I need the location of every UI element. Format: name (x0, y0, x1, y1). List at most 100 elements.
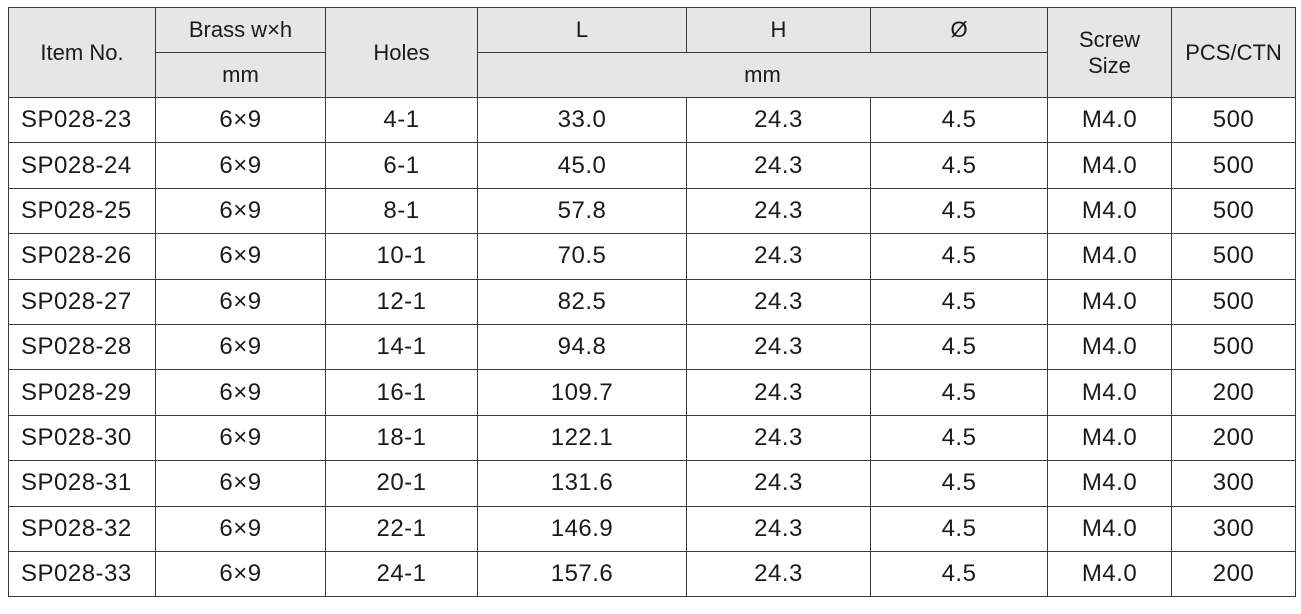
diameter-cell: 4.5 (870, 323, 1048, 371)
diameter-cell: 4.5 (870, 142, 1048, 189)
height-cell: 24.3 (686, 233, 871, 280)
item-no-cell: SP028-29 (8, 369, 156, 416)
diameter-cell: 4.5 (870, 187, 1048, 235)
screw-size-cell: M4.0 (1047, 414, 1172, 462)
holes-cell: 14-1 (325, 323, 478, 371)
table-row: SP028-25 6×9 8-1 57.8 24.3 4.5 M4.0 500 (8, 187, 1296, 235)
holes-cell: 8-1 (325, 187, 478, 235)
screw-size-cell: M4.0 (1047, 323, 1172, 371)
item-no-cell: SP028-31 (8, 460, 156, 507)
holes-cell: 16-1 (325, 369, 478, 416)
holes-cell: 22-1 (325, 505, 478, 552)
screw-size-cell: M4.0 (1047, 460, 1172, 507)
header-item-no: Item No. (8, 7, 156, 98)
pcs-ctn-cell: 200 (1171, 550, 1296, 598)
header-row-units: mm mm (9, 52, 1296, 98)
diameter-cell: 4.5 (870, 550, 1048, 598)
header-holes: Holes (325, 7, 478, 98)
table-body: SP028-23 6×9 4-1 33.0 24.3 4.5 M4.0 500 SP028-24… (8, 96, 1296, 598)
holes-cell: 20-1 (325, 460, 478, 507)
screw-size-cell: M4.0 (1047, 550, 1172, 598)
header-diameter: Ø (870, 7, 1048, 53)
pcs-ctn-cell: 500 (1171, 278, 1296, 325)
pcs-ctn-cell: 300 (1171, 460, 1296, 507)
table-row: SP028-26 6×9 10-1 70.5 24.3 4.5 M4.0 500 (8, 233, 1296, 280)
diameter-cell: 4.5 (870, 460, 1048, 507)
table-row: SP028-23 6×9 4-1 33.0 24.3 4.5 M4.0 500 (8, 96, 1296, 144)
length-cell: 109.7 (477, 369, 687, 416)
header-screw-size: Screw Size (1047, 7, 1172, 98)
item-no-cell: SP028-25 (8, 187, 156, 235)
item-no-cell: SP028-33 (8, 550, 156, 598)
header-dims-unit: mm (477, 52, 1048, 98)
header-h: H (686, 7, 871, 53)
brass-size-cell: 6×9 (155, 505, 326, 552)
holes-cell: 24-1 (325, 550, 478, 598)
screw-size-cell: M4.0 (1047, 369, 1172, 416)
diameter-cell: 4.5 (870, 96, 1048, 144)
brass-size-cell: 6×9 (155, 414, 326, 462)
brass-size-cell: 6×9 (155, 187, 326, 235)
length-cell: 57.8 (477, 187, 687, 235)
brass-size-cell: 6×9 (155, 278, 326, 325)
table-row: SP028-31 6×9 20-1 131.6 24.3 4.5 M4.0 300 (8, 460, 1296, 507)
length-cell: 70.5 (477, 233, 687, 280)
brass-size-cell: 6×9 (155, 550, 326, 598)
brass-size-cell: 6×9 (155, 233, 326, 280)
header-l: L (477, 7, 687, 53)
holes-cell: 6-1 (325, 142, 478, 189)
brass-size-cell: 6×9 (155, 369, 326, 416)
length-cell: 94.8 (477, 323, 687, 371)
height-cell: 24.3 (686, 187, 871, 235)
pcs-ctn-cell: 500 (1171, 142, 1296, 189)
diameter-cell: 4.5 (870, 278, 1048, 325)
table-row: SP028-30 6×9 18-1 122.1 24.3 4.5 M4.0 200 (8, 414, 1296, 462)
header-brass-unit: mm (155, 52, 326, 98)
brass-size-cell: 6×9 (155, 460, 326, 507)
height-cell: 24.3 (686, 142, 871, 189)
diameter-cell: 4.5 (870, 369, 1048, 416)
table-row: SP028-29 6×9 16-1 109.7 24.3 4.5 M4.0 200 (8, 369, 1296, 416)
length-cell: 131.6 (477, 460, 687, 507)
screw-size-cell: M4.0 (1047, 233, 1172, 280)
header-screw-line1: Screw (1078, 26, 1141, 52)
diameter-cell: 4.5 (870, 233, 1048, 280)
item-no-cell: SP028-27 (8, 278, 156, 325)
pcs-ctn-cell: 500 (1171, 323, 1296, 371)
length-cell: 33.0 (477, 96, 687, 144)
header-pcs-ctn: PCS/CTN (1171, 7, 1296, 98)
brass-size-cell: 6×9 (155, 142, 326, 189)
diameter-cell: 4.5 (870, 414, 1048, 462)
holes-cell: 12-1 (325, 278, 478, 325)
table-row: SP028-33 6×9 24-1 157.6 24.3 4.5 M4.0 200 (8, 550, 1296, 598)
table-row: SP028-32 6×9 22-1 146.9 24.3 4.5 M4.0 300 (8, 505, 1296, 552)
header-brass: Brass w×h (155, 7, 326, 53)
item-no-cell: SP028-30 (8, 414, 156, 462)
screw-size-cell: M4.0 (1047, 142, 1172, 189)
item-no-cell: SP028-23 (8, 96, 156, 144)
table-header: Item No. Brass w×h Holes L H Ø Screw Siz… (8, 7, 1296, 98)
spec-table: Item No. Brass w×h Holes L H Ø Screw Siz… (8, 7, 1296, 598)
pcs-ctn-cell: 500 (1171, 96, 1296, 144)
table-row: SP028-28 6×9 14-1 94.8 24.3 4.5 M4.0 500 (8, 323, 1296, 371)
length-cell: 122.1 (477, 414, 687, 462)
brass-size-cell: 6×9 (155, 323, 326, 371)
table-row: SP028-24 6×9 6-1 45.0 24.3 4.5 M4.0 500 (8, 142, 1296, 189)
screw-size-cell: M4.0 (1047, 505, 1172, 552)
screw-size-cell: M4.0 (1047, 278, 1172, 325)
height-cell: 24.3 (686, 323, 871, 371)
height-cell: 24.3 (686, 460, 871, 507)
length-cell: 82.5 (477, 278, 687, 325)
pcs-ctn-cell: 300 (1171, 505, 1296, 552)
holes-cell: 18-1 (325, 414, 478, 462)
pcs-ctn-cell: 500 (1171, 187, 1296, 235)
height-cell: 24.3 (686, 550, 871, 598)
length-cell: 157.6 (477, 550, 687, 598)
height-cell: 24.3 (686, 369, 871, 416)
height-cell: 24.3 (686, 414, 871, 462)
pcs-ctn-cell: 200 (1171, 414, 1296, 462)
length-cell: 146.9 (477, 505, 687, 552)
holes-cell: 10-1 (325, 233, 478, 280)
height-cell: 24.3 (686, 278, 871, 325)
header-row-top: Item No. Brass w×h Holes L H Ø Screw Siz… (8, 7, 1296, 98)
